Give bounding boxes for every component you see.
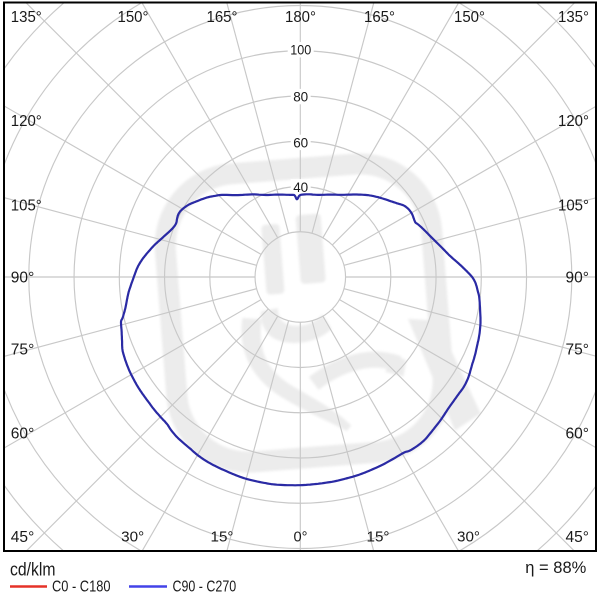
svg-text:45°: 45° (11, 529, 35, 546)
svg-text:120°: 120° (11, 113, 42, 130)
svg-text:120°: 120° (558, 113, 589, 130)
svg-text:105°: 105° (11, 198, 42, 215)
svg-text:90°: 90° (11, 270, 35, 287)
svg-text:C0 - C180: C0 - C180 (52, 579, 111, 596)
svg-text:165°: 165° (364, 9, 395, 26)
svg-text:150°: 150° (454, 9, 485, 26)
svg-text:90°: 90° (566, 270, 590, 287)
svg-text:30°: 30° (121, 529, 144, 545)
svg-text:60°: 60° (11, 425, 35, 442)
svg-text:15°: 15° (211, 529, 234, 545)
svg-text:135°: 135° (11, 9, 42, 26)
svg-text:C90 - C270: C90 - C270 (173, 579, 237, 596)
svg-text:60°: 60° (566, 425, 590, 442)
svg-text:30°: 30° (457, 529, 480, 545)
svg-text:80: 80 (293, 89, 308, 105)
svg-text:η = 88%: η = 88% (525, 559, 586, 577)
svg-text:165°: 165° (207, 9, 238, 26)
svg-text:0°: 0° (294, 529, 308, 545)
svg-text:180°: 180° (285, 9, 316, 26)
svg-text:100: 100 (290, 42, 311, 58)
svg-text:cd/klm: cd/klm (10, 559, 56, 580)
svg-text:105°: 105° (558, 198, 589, 215)
svg-text:40: 40 (293, 179, 308, 195)
svg-text:150°: 150° (118, 9, 149, 26)
svg-text:75°: 75° (566, 341, 590, 358)
svg-text:15°: 15° (367, 529, 390, 545)
svg-text:75°: 75° (11, 341, 35, 358)
svg-text:60: 60 (293, 134, 308, 150)
svg-text:135°: 135° (558, 9, 589, 26)
svg-text:45°: 45° (566, 529, 590, 546)
